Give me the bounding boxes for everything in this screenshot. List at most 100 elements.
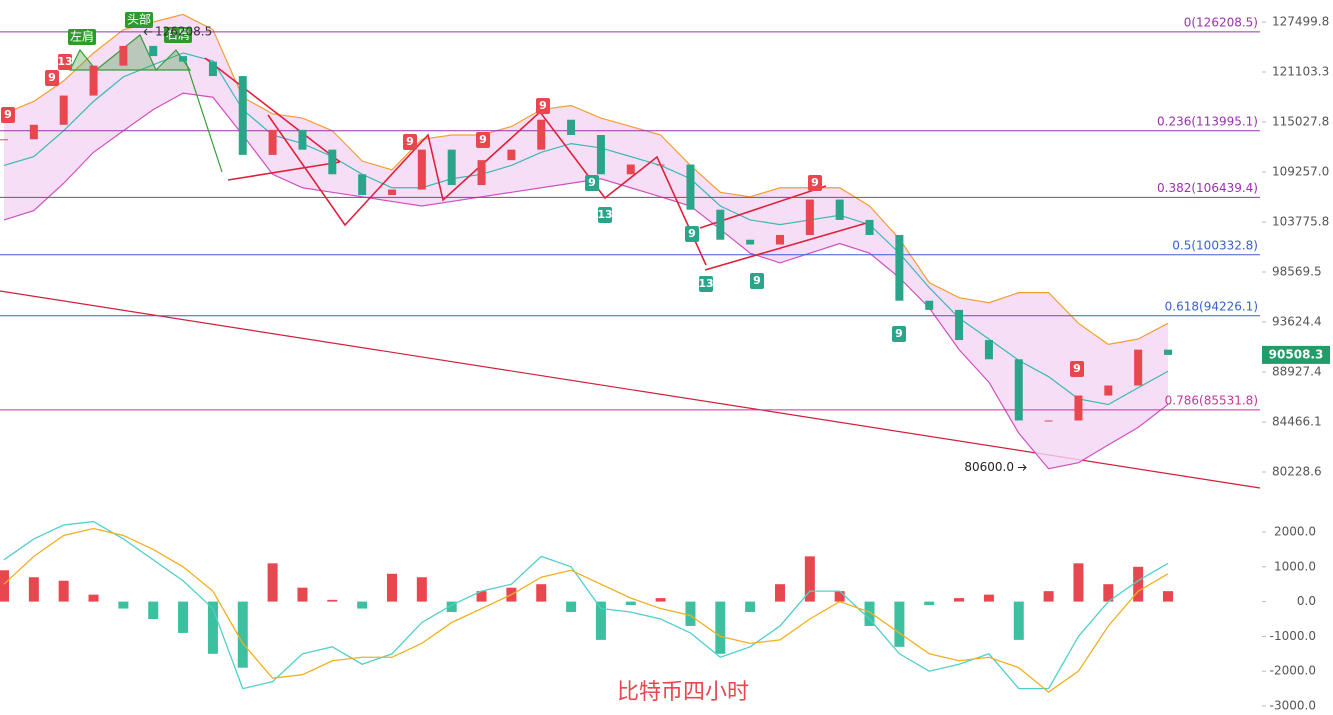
candle (268, 129, 277, 155)
last-price-label: 90508.3 (1269, 347, 1324, 361)
td-marker (476, 132, 490, 148)
candle (59, 95, 68, 125)
macd-bar (476, 591, 487, 602)
fib-label: 0.5(100332.8) (1172, 238, 1258, 252)
macd-bar (655, 598, 666, 602)
candle (626, 164, 635, 175)
macd-bar (566, 601, 577, 613)
macd-bar (1013, 601, 1024, 640)
candle (149, 45, 158, 57)
fib-label: 0.382(106439.4) (1157, 181, 1258, 195)
macd-bar (924, 601, 935, 606)
macd-bar (1073, 563, 1084, 602)
candle (955, 309, 964, 341)
macd-bar (715, 601, 726, 654)
td-marker-label: 9 (811, 176, 819, 189)
candle (238, 76, 247, 155)
td-marker-label: 13 (597, 208, 612, 221)
candle (1074, 395, 1083, 421)
macd-bar (745, 601, 756, 613)
candle (925, 300, 934, 310)
macd-bar (804, 556, 815, 602)
last-price-tag (1262, 345, 1330, 364)
candle (835, 199, 844, 220)
y-tick-label: -1000.0 (1270, 629, 1316, 643)
macd-bar (775, 584, 785, 602)
td-marker (750, 273, 764, 289)
pattern-label: 左肩 (70, 29, 94, 44)
candle (656, 164, 665, 166)
chart-title: 比特币四小时 (617, 680, 749, 705)
td-marker-label: 9 (688, 227, 696, 240)
macd-bar (267, 563, 278, 602)
candle (328, 149, 337, 175)
candle (89, 65, 98, 96)
td-marker-label: 9 (753, 274, 761, 287)
td-marker (808, 175, 822, 191)
td-marker-label: 13 (57, 55, 72, 68)
y-tick-label: 84466.1 (1272, 415, 1322, 429)
macd-bar (0, 570, 9, 602)
macd-bar (297, 587, 308, 602)
td-marker (598, 207, 612, 223)
candle (477, 160, 486, 186)
candle (984, 340, 993, 360)
fib-label: 0.618(94226.1) (1165, 299, 1258, 313)
macd-bar (207, 601, 218, 654)
td-marker-label: 9 (479, 133, 487, 146)
td-marker (1, 107, 15, 123)
fib-label: 0(126208.5) (1184, 15, 1258, 29)
macd-bar (1103, 584, 1114, 602)
y-tick-label: 109257.0 (1272, 165, 1329, 179)
macd-bar (357, 601, 368, 609)
macd-bar (178, 601, 189, 633)
td-marker (892, 326, 906, 342)
y-tick-label: 0.0 (1297, 594, 1316, 608)
head-arrow (143, 28, 152, 36)
y-tick-label: 93624.4 (1272, 315, 1322, 329)
y-tick-label: -3000.0 (1270, 699, 1316, 713)
macd-bar (834, 591, 845, 602)
candle (447, 149, 456, 186)
macd-bar (446, 601, 457, 613)
td-marker (699, 276, 713, 292)
td-marker (585, 175, 599, 191)
macd-bar (88, 594, 99, 602)
pattern-label: 头部 (127, 12, 151, 27)
y-tick-label: 115027.8 (1272, 115, 1329, 129)
low-label: 80600.0 (964, 460, 1014, 474)
macd-bar (1133, 566, 1144, 602)
td-marker (45, 70, 59, 86)
y-tick-label: 127499.8 (1272, 15, 1329, 29)
y-tick-label: 2000.0 (1274, 525, 1316, 539)
candle (805, 199, 814, 235)
candle (865, 219, 874, 235)
macd-bar (954, 598, 965, 602)
macd-bar (1163, 591, 1173, 602)
band-line (3, 13, 1169, 345)
macd-bar (1043, 591, 1054, 602)
macd-bar (118, 601, 129, 609)
macd-bar (864, 601, 875, 626)
candle (298, 129, 307, 150)
drawing-line (267, 110, 707, 266)
td-marker-label: 9 (406, 135, 414, 148)
candle (1134, 349, 1143, 386)
band-line (3, 52, 1169, 406)
candle (1044, 420, 1053, 422)
td-marker-label: 9 (895, 327, 903, 340)
candle (686, 164, 695, 210)
candle (567, 119, 576, 135)
td-marker-label: 9 (539, 99, 547, 112)
macd-bar (237, 601, 248, 668)
macd-bar (327, 599, 338, 602)
candle (1164, 349, 1172, 355)
candle (119, 45, 128, 66)
pattern-label-bg (68, 29, 96, 45)
fib-label: 0.786(85531.8) (1165, 393, 1258, 407)
macd-bar (148, 601, 159, 619)
y-tick-label: 88927.4 (1272, 365, 1322, 379)
td-marker-label: 9 (4, 108, 12, 121)
macd-bar (894, 601, 905, 647)
candle (507, 149, 516, 161)
